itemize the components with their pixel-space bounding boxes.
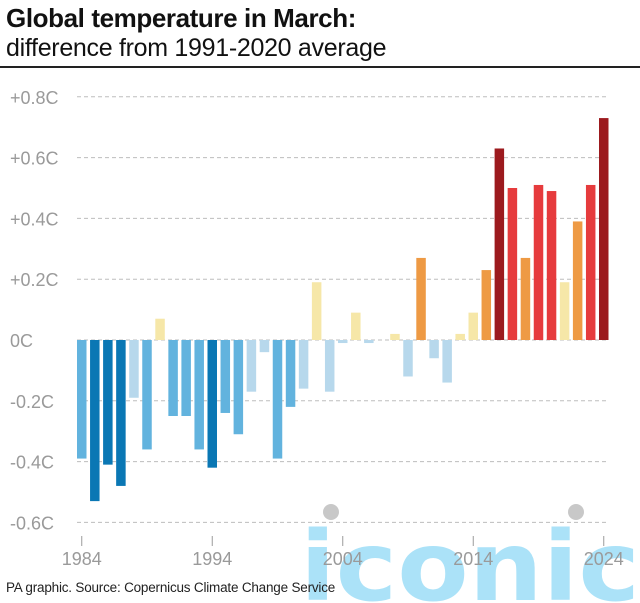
y-tick-label: -0.6C xyxy=(10,513,54,533)
bar-2012 xyxy=(442,340,452,383)
bar-1992 xyxy=(181,340,191,416)
bar-2000 xyxy=(285,340,296,407)
bar-2018 xyxy=(520,257,531,340)
y-tick-label: -0.4C xyxy=(10,453,54,473)
bar-2001 xyxy=(298,340,309,389)
watermark-dot xyxy=(323,504,339,520)
x-tick-label: 2024 xyxy=(584,549,624,569)
y-tick-label: 0C xyxy=(10,331,33,351)
chart-subtitle: difference from 1991-2020 average xyxy=(6,34,387,62)
bar-1997 xyxy=(246,340,257,392)
y-tick-label: +0.4C xyxy=(10,209,59,229)
bar-1990 xyxy=(155,318,165,340)
bar-2020 xyxy=(546,191,557,340)
y-axis-ticks: -0.6C -0.4C -0.2C 0C +0.2C +0.4C +0.6C +0.8C xyxy=(10,88,59,534)
bar-2005 xyxy=(351,312,361,340)
bar-2004 xyxy=(338,340,348,344)
bar-1998 xyxy=(259,340,270,353)
watermark-text: iconic xyxy=(300,511,640,603)
x-tick-label: 1994 xyxy=(192,549,232,569)
chart-bars xyxy=(77,118,609,502)
bar-2010 xyxy=(416,257,426,340)
bar-2002 xyxy=(311,282,322,340)
bar-1994 xyxy=(207,340,217,468)
bar-2003 xyxy=(324,340,335,392)
x-tick-label: 2004 xyxy=(323,549,363,569)
y-tick-label: +0.2C xyxy=(10,270,59,290)
y-tick-label: +0.8C xyxy=(10,88,59,108)
chart-title: Global temperature in March: xyxy=(6,3,356,33)
bar-2019 xyxy=(533,184,544,340)
bar-1984 xyxy=(77,340,87,459)
x-axis-ticks: 1984 1994 2004 2014 2024 xyxy=(62,536,624,569)
bar-2008 xyxy=(390,333,400,340)
x-tick-label: 1984 xyxy=(62,549,102,569)
bar-1993 xyxy=(194,340,204,450)
source-footer: PA graphic. Source: Copernicus Climate C… xyxy=(6,580,336,595)
bar-1986 xyxy=(103,340,113,465)
bar-1991 xyxy=(168,340,178,416)
bar-2006 xyxy=(364,340,374,344)
bar-2016 xyxy=(494,148,505,340)
y-tick-label: -0.2C xyxy=(10,392,54,412)
bar-1999 xyxy=(272,340,283,459)
x-tick-label: 2014 xyxy=(453,549,493,569)
bar-1996 xyxy=(233,340,244,435)
bar-2009 xyxy=(403,340,413,377)
bar-1985 xyxy=(90,340,100,502)
bar-2015 xyxy=(481,270,492,340)
bar-1995 xyxy=(220,340,231,413)
bar-1988 xyxy=(129,340,139,398)
bar-2013 xyxy=(455,333,465,340)
bar-1989 xyxy=(142,340,152,450)
bar-2024 xyxy=(599,118,609,340)
watermark-dot xyxy=(568,504,584,520)
bar-2011 xyxy=(429,340,439,359)
bar-2014 xyxy=(468,312,478,340)
bar-2023 xyxy=(585,184,596,340)
bar-2022 xyxy=(572,221,583,340)
title-divider xyxy=(0,66,640,68)
bar-1987 xyxy=(116,340,126,486)
iconic-watermark: iconic xyxy=(300,504,640,603)
bar-2017 xyxy=(507,188,518,340)
y-tick-label: +0.6C xyxy=(10,149,59,169)
bar-2021 xyxy=(559,282,570,340)
